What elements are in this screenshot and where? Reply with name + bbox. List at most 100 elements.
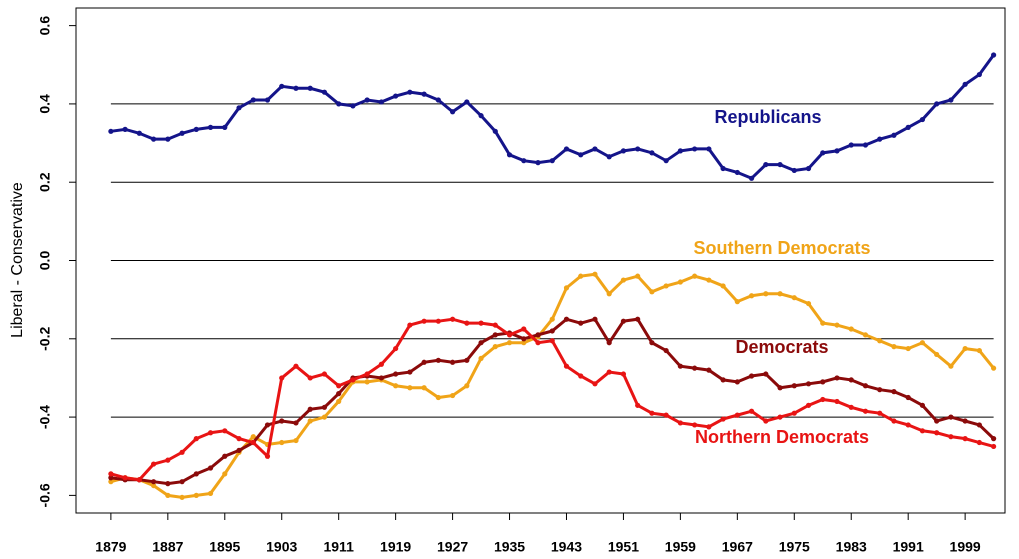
point <box>620 318 627 324</box>
series-label: Republicans <box>714 107 821 127</box>
point <box>777 161 783 168</box>
point <box>606 340 612 346</box>
point <box>236 436 242 442</box>
point <box>991 443 997 450</box>
point <box>934 351 940 358</box>
point <box>108 475 114 481</box>
point <box>848 404 854 410</box>
point <box>635 146 641 152</box>
point <box>378 361 384 367</box>
point <box>549 158 555 164</box>
point <box>165 481 171 487</box>
y-tick-label: 0.0 <box>37 251 53 271</box>
point <box>464 320 470 326</box>
point <box>948 434 954 440</box>
point <box>136 477 142 483</box>
point <box>934 418 940 424</box>
point <box>663 283 669 289</box>
point <box>492 344 498 350</box>
point <box>435 97 441 103</box>
point <box>962 436 968 442</box>
point <box>563 285 570 291</box>
point <box>521 340 527 346</box>
point <box>948 363 954 369</box>
point <box>321 404 328 410</box>
point <box>207 465 214 471</box>
point <box>279 418 285 424</box>
x-tick-label: 1895 <box>209 539 240 555</box>
point <box>820 320 826 326</box>
point <box>805 381 812 387</box>
point <box>378 99 384 105</box>
point <box>435 357 441 363</box>
point <box>991 365 997 371</box>
point <box>663 158 669 164</box>
point <box>492 128 498 134</box>
point <box>236 447 242 453</box>
point <box>563 316 570 322</box>
point <box>578 320 584 326</box>
point <box>578 152 584 158</box>
point <box>179 494 185 500</box>
point <box>692 365 698 371</box>
x-tick-label: 1959 <box>665 539 696 555</box>
y-tick-label: 0.2 <box>37 172 53 192</box>
point <box>179 479 185 485</box>
point <box>706 277 712 283</box>
point <box>122 126 128 132</box>
point <box>136 130 142 136</box>
point <box>521 326 527 332</box>
point <box>919 402 926 408</box>
point <box>791 410 797 416</box>
point <box>862 332 869 338</box>
x-tick-label: 1991 <box>893 539 924 555</box>
point <box>919 116 926 123</box>
point <box>563 363 570 369</box>
point <box>279 439 285 446</box>
point <box>734 169 740 176</box>
point <box>321 371 328 377</box>
x-tick-label: 1975 <box>779 539 810 555</box>
point <box>293 85 299 91</box>
point <box>649 410 655 416</box>
point <box>620 148 627 154</box>
point <box>720 416 726 422</box>
point <box>506 340 513 346</box>
point <box>720 377 726 383</box>
point <box>677 279 683 285</box>
point <box>834 398 840 405</box>
point <box>421 91 427 97</box>
point <box>763 418 769 424</box>
point <box>336 398 342 405</box>
x-tick-label: 1983 <box>836 539 867 555</box>
x-tick-label: 1887 <box>152 539 183 555</box>
point <box>150 479 157 485</box>
point <box>108 471 114 477</box>
point <box>891 389 897 395</box>
point <box>264 97 271 103</box>
point <box>165 136 171 142</box>
point <box>848 377 854 383</box>
point <box>934 430 940 436</box>
point <box>578 273 584 279</box>
point <box>734 379 740 385</box>
point <box>706 146 712 152</box>
point <box>307 418 313 424</box>
x-tick-label: 1951 <box>608 539 639 555</box>
point <box>150 482 157 489</box>
point <box>321 414 328 420</box>
point <box>877 338 883 344</box>
point <box>193 126 199 132</box>
point <box>791 295 797 301</box>
point <box>222 124 228 130</box>
point <box>848 142 854 148</box>
point <box>976 439 982 446</box>
point <box>150 461 157 467</box>
point <box>805 165 812 172</box>
point <box>307 406 313 412</box>
point <box>549 338 555 344</box>
point <box>706 424 712 430</box>
point <box>464 357 470 363</box>
point <box>677 148 683 154</box>
point <box>891 418 897 424</box>
